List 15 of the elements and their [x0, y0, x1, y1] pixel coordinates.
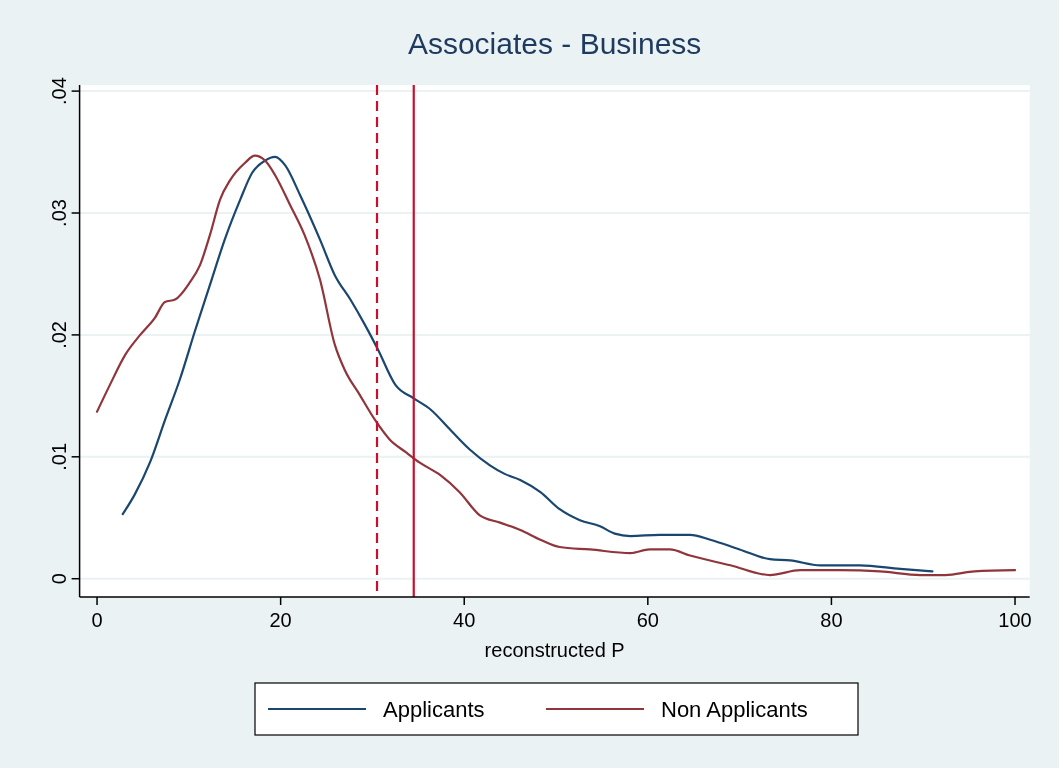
y-tick-label: .03	[47, 199, 70, 227]
x-tick-label: 20	[269, 609, 292, 631]
x-tick-label: 100	[998, 609, 1032, 631]
legend-label: Non Applicants	[661, 697, 808, 722]
x-tick-label: 80	[820, 609, 843, 631]
x-tick-label: 40	[453, 609, 476, 631]
y-tick-label: .01	[47, 442, 70, 471]
x-tick-label: 0	[91, 609, 103, 631]
y-tick-label: 0	[47, 573, 70, 585]
legend-label: Applicants	[383, 697, 485, 722]
y-tick-label: .02	[47, 321, 70, 349]
chart-title: Associates - Business	[407, 27, 702, 60]
x-tick-label: 60	[636, 609, 659, 631]
x-axis-title: reconstructed P	[484, 639, 625, 661]
y-tick-label: .04	[47, 77, 70, 105]
